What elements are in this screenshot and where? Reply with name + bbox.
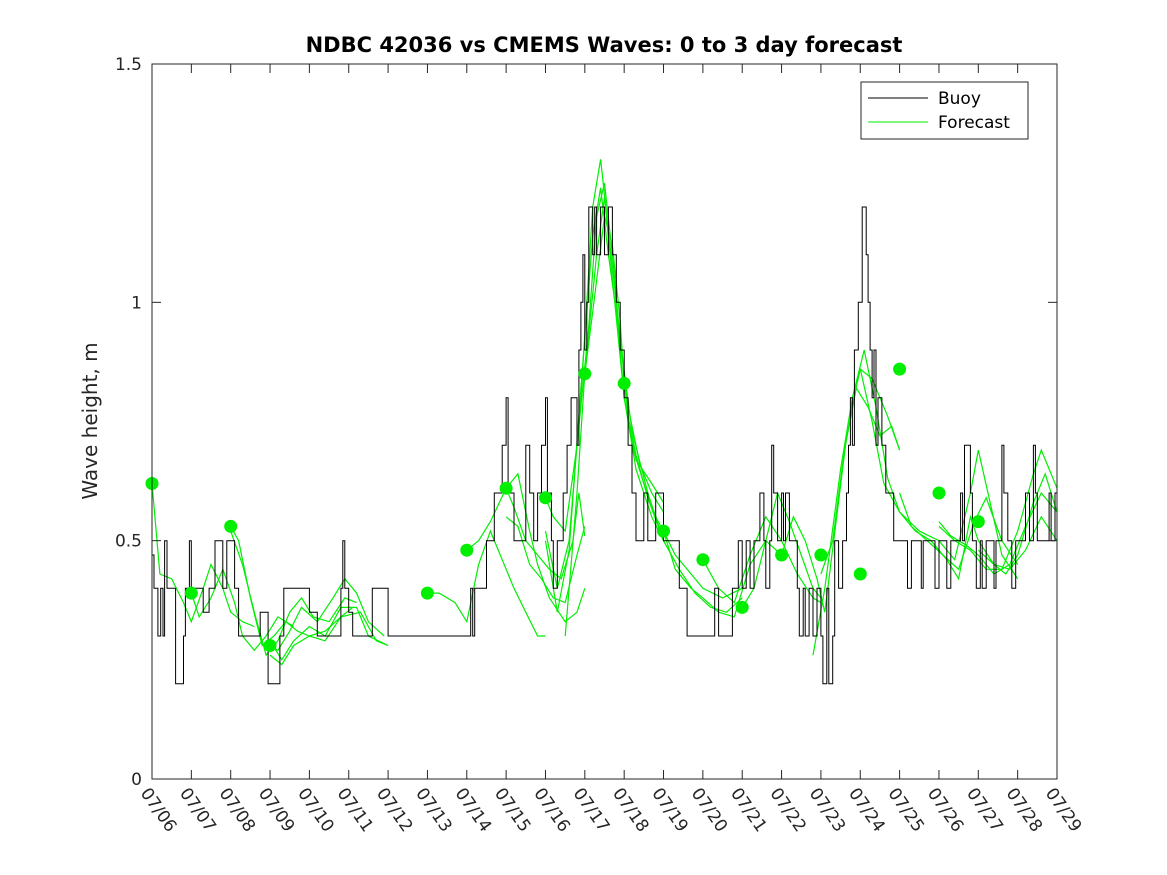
marker-layer bbox=[145, 362, 985, 652]
forecast-line-3 bbox=[230, 530, 357, 657]
forecast-marker-9 bbox=[617, 376, 631, 390]
forecast-line-29 bbox=[977, 515, 1058, 570]
axes-box bbox=[151, 63, 1058, 780]
plot-area bbox=[152, 64, 1057, 779]
forecast-line-7 bbox=[427, 529, 546, 637]
y-axis-label: Wave height, m bbox=[78, 342, 102, 499]
forecast-marker-16 bbox=[893, 362, 907, 376]
forecast-marker-2 bbox=[224, 519, 238, 533]
legend-forecast-label: Forecast bbox=[938, 113, 1010, 133]
forecast-line-13 bbox=[544, 187, 665, 613]
forecast-marker-15 bbox=[853, 567, 867, 581]
forecast-marker-7 bbox=[539, 491, 552, 505]
forecast-marker-1 bbox=[184, 586, 198, 600]
forecast-line-27 bbox=[938, 448, 1058, 570]
forecast-marker-17 bbox=[932, 486, 946, 500]
chart-title: NDBC 42036 vs CMEMS Waves: 0 to 3 day fo… bbox=[306, 33, 903, 57]
forecast-marker-6 bbox=[499, 481, 513, 495]
forecast-line-10 bbox=[505, 516, 586, 604]
y-tick-label: 1 bbox=[131, 293, 142, 313]
forecast-marker-8 bbox=[578, 367, 592, 381]
forecast-marker-13 bbox=[775, 548, 789, 562]
legend: Buoy Forecast bbox=[860, 81, 1029, 140]
forecast-marker-11 bbox=[696, 553, 710, 567]
y-tick-label: 1.5 bbox=[115, 55, 142, 75]
series-layer bbox=[151, 159, 1058, 685]
forecast-line-22 bbox=[820, 386, 901, 575]
forecast-marker-12 bbox=[735, 600, 749, 614]
forecast-marker-10 bbox=[657, 524, 670, 538]
forecast-line-16 bbox=[623, 383, 743, 599]
forecast-marker-14 bbox=[814, 548, 828, 562]
forecast-marker-3 bbox=[263, 639, 277, 652]
forecast-line-21 bbox=[781, 368, 901, 613]
forecast-line-8 bbox=[466, 472, 586, 623]
forecast-line-9 bbox=[505, 487, 586, 580]
legend-box bbox=[860, 81, 1029, 140]
forecast-marker-18 bbox=[971, 515, 985, 529]
tick-layer bbox=[151, 63, 1058, 780]
legend-buoy-label: Buoy bbox=[938, 89, 981, 109]
forecast-line-4 bbox=[269, 577, 385, 652]
forecast-line-19 bbox=[702, 515, 822, 604]
y-tick-label: 0.5 bbox=[115, 532, 142, 552]
buoy-line bbox=[152, 206, 1058, 685]
forecast-marker-4 bbox=[420, 586, 434, 600]
forecast-line-6 bbox=[269, 611, 389, 666]
y-tick-label: 0 bbox=[131, 770, 142, 790]
forecast-line-25 bbox=[899, 492, 1019, 571]
forecast-marker-5 bbox=[460, 543, 474, 557]
